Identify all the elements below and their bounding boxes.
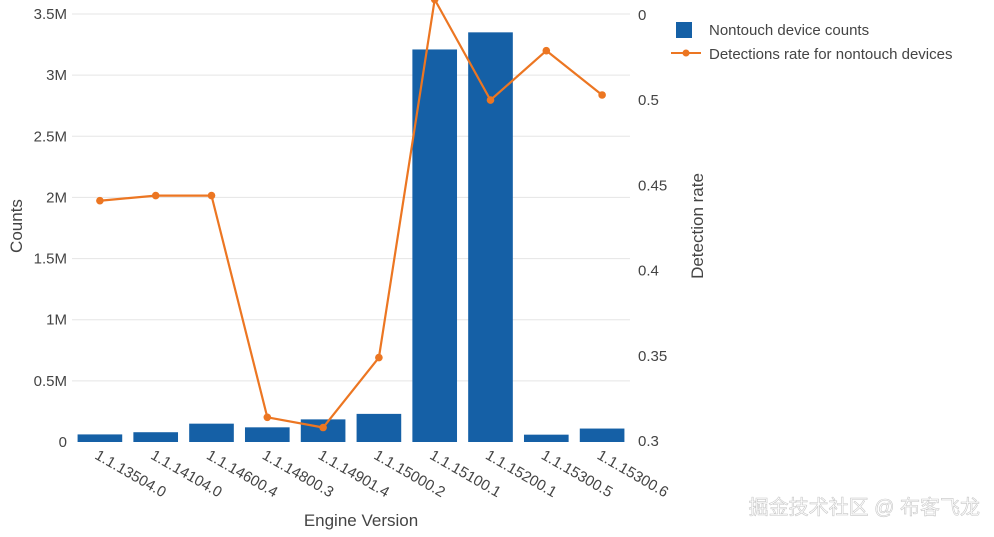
- left-y-axis: 0 0.5M 1M 1.5M 2M 2.5M 3M 3.5M: [34, 6, 67, 451]
- bar: [133, 432, 179, 442]
- legend-label-bar: Nontouch device counts: [709, 22, 869, 39]
- y2-tick-label: 0.3: [638, 433, 659, 450]
- y-tick-label: 2M: [46, 189, 67, 206]
- legend: Nontouch device counts Detections rate f…: [671, 22, 952, 63]
- line-point: [430, 0, 439, 4]
- bar: [356, 413, 402, 442]
- line-point: [96, 196, 104, 205]
- x-axis: 1.1.13504.01.1.14104.01.1.14600.41.1.148…: [92, 447, 671, 501]
- legend-label-line: Detections rate for nontouch devices: [709, 46, 952, 63]
- y2-tick-label: 0.45: [638, 177, 667, 194]
- y-axis-title: Counts: [7, 199, 26, 253]
- y-tick-label: 0: [59, 434, 67, 451]
- legend-item-line[interactable]: Detections rate for nontouch devices: [671, 46, 952, 63]
- x-axis-title: Engine Version: [304, 511, 418, 530]
- y2-axis-title: Detection rate: [688, 173, 707, 279]
- legend-line-marker: [682, 49, 690, 57]
- bar: [412, 49, 458, 442]
- y2-tick-label: 0.5: [638, 92, 659, 109]
- y2-tick-label: 0: [638, 7, 646, 24]
- line-point: [319, 423, 327, 432]
- line-point: [598, 91, 606, 99]
- legend-item-bar[interactable]: Nontouch device counts: [676, 22, 869, 39]
- line-point: [486, 96, 495, 104]
- y-tick-label: 2.5M: [34, 128, 67, 145]
- grid-lines: [72, 13, 630, 382]
- line-series: [96, 0, 606, 432]
- y2-tick-label: 0.4: [638, 263, 659, 280]
- line-point: [542, 46, 551, 55]
- line-path: [99, 0, 603, 429]
- y2-tick-label: 0.35: [638, 348, 667, 365]
- bar: [579, 428, 625, 442]
- line-point: [151, 191, 160, 200]
- line-point: [263, 413, 272, 422]
- right-y-axis: 0.3 0.35 0.4 0.45 0.5 0: [638, 7, 667, 450]
- line-point: [375, 353, 383, 362]
- y-tick-label: 3M: [46, 67, 67, 84]
- y-tick-label: 1M: [46, 312, 67, 329]
- bar: [523, 434, 569, 442]
- line-point: [207, 191, 216, 200]
- y-tick-label: 0.5M: [34, 373, 67, 390]
- y-tick-label: 1.5M: [34, 251, 67, 268]
- legend-bar-swatch: [676, 22, 692, 38]
- watermark: 掘金技术社区 @ 布客飞龙: [749, 496, 980, 519]
- bar: [77, 434, 123, 442]
- bar: [189, 423, 234, 442]
- bar: [244, 427, 290, 442]
- y-tick-label: 3.5M: [34, 6, 67, 23]
- bar: [468, 32, 513, 442]
